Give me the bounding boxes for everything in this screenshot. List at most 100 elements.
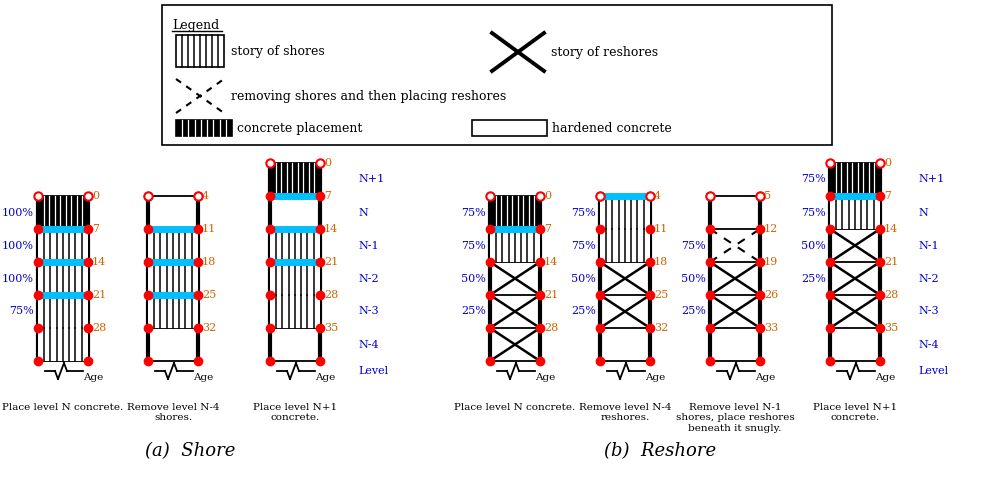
Bar — [147, 262, 198, 295]
Text: 26: 26 — [763, 290, 777, 300]
Text: 33: 33 — [763, 323, 777, 333]
Text: 50%: 50% — [571, 273, 596, 283]
Text: 28: 28 — [92, 323, 106, 333]
Bar — [270, 262, 320, 295]
Text: 5: 5 — [763, 191, 770, 201]
Text: 4: 4 — [202, 191, 209, 201]
Text: 100%: 100% — [2, 208, 34, 218]
Text: 75%: 75% — [571, 241, 596, 250]
Text: 21: 21 — [883, 257, 898, 267]
Text: 50%: 50% — [680, 273, 705, 283]
Text: 21: 21 — [324, 257, 338, 267]
Bar — [829, 196, 879, 229]
Text: 0: 0 — [92, 191, 99, 201]
Bar — [829, 163, 879, 196]
Text: 25%: 25% — [571, 306, 596, 317]
Text: Place level N concrete.: Place level N concrete. — [2, 403, 123, 412]
Text: Age: Age — [754, 373, 774, 382]
Bar — [489, 229, 540, 262]
Text: 75%: 75% — [681, 241, 705, 250]
Text: (b)  Reshore: (b) Reshore — [604, 442, 715, 460]
Text: 28: 28 — [883, 290, 898, 300]
Bar — [38, 196, 88, 229]
Text: N+1: N+1 — [917, 174, 943, 185]
Text: 11: 11 — [653, 224, 668, 234]
Bar — [147, 229, 198, 262]
Bar — [270, 295, 320, 328]
Text: 14: 14 — [324, 224, 338, 234]
Text: concrete placement: concrete placement — [237, 121, 362, 135]
Bar — [270, 163, 320, 196]
Text: story of shores: story of shores — [231, 45, 324, 57]
Text: 75%: 75% — [460, 241, 485, 250]
Bar — [38, 229, 88, 262]
Text: Remove level N-4
reshores.: Remove level N-4 reshores. — [578, 403, 671, 422]
Text: Age: Age — [315, 373, 335, 382]
Text: 7: 7 — [883, 191, 890, 201]
Text: 50%: 50% — [460, 273, 485, 283]
Text: Age: Age — [875, 373, 895, 382]
Text: 35: 35 — [324, 323, 338, 333]
Text: 75%: 75% — [460, 208, 485, 218]
Text: 7: 7 — [544, 224, 551, 234]
Text: N: N — [917, 208, 927, 218]
Text: hardened concrete: hardened concrete — [552, 121, 671, 135]
Text: N-3: N-3 — [358, 306, 378, 317]
Text: Age: Age — [83, 373, 103, 382]
Text: Place level N+1
concrete.: Place level N+1 concrete. — [253, 403, 337, 422]
Bar — [600, 196, 649, 229]
Text: Level: Level — [358, 366, 388, 376]
Text: N-4: N-4 — [358, 339, 378, 350]
Text: 28: 28 — [324, 290, 338, 300]
Text: 0: 0 — [883, 158, 891, 168]
Bar — [489, 196, 540, 229]
Text: N: N — [358, 208, 367, 218]
Text: 21: 21 — [92, 290, 106, 300]
Text: 19: 19 — [763, 257, 777, 267]
Text: N-3: N-3 — [917, 306, 938, 317]
Text: Age: Age — [644, 373, 665, 382]
Text: 4: 4 — [653, 191, 660, 201]
Bar — [38, 262, 88, 295]
Text: 18: 18 — [653, 257, 668, 267]
Text: N-2: N-2 — [358, 273, 378, 283]
Text: 75%: 75% — [9, 306, 34, 317]
Text: 100%: 100% — [2, 273, 34, 283]
Text: 35: 35 — [883, 323, 898, 333]
Text: Age: Age — [535, 373, 555, 382]
Text: story of reshores: story of reshores — [551, 46, 658, 58]
Bar — [600, 229, 649, 262]
Text: 0: 0 — [544, 191, 551, 201]
Text: 14: 14 — [92, 257, 106, 267]
Text: 7: 7 — [324, 191, 331, 201]
Text: 18: 18 — [202, 257, 216, 267]
Text: Legend: Legend — [172, 19, 219, 32]
Text: 50%: 50% — [800, 241, 825, 250]
Text: Place level N+1
concrete.: Place level N+1 concrete. — [812, 403, 896, 422]
Text: Remove level N-1
shores, place reshores
beneath it snugly.: Remove level N-1 shores, place reshores … — [675, 403, 793, 433]
Text: 25%: 25% — [460, 306, 485, 317]
Bar — [38, 295, 88, 328]
Text: 21: 21 — [544, 290, 558, 300]
Text: 14: 14 — [883, 224, 898, 234]
Text: 25%: 25% — [800, 273, 825, 283]
Text: 12: 12 — [763, 224, 777, 234]
Text: 25: 25 — [653, 290, 668, 300]
Text: 7: 7 — [92, 224, 99, 234]
Text: N-1: N-1 — [917, 241, 938, 250]
Bar — [161, 5, 831, 145]
Bar — [38, 328, 88, 361]
Text: 28: 28 — [544, 323, 558, 333]
Text: 0: 0 — [324, 158, 331, 168]
Bar — [471, 120, 547, 136]
Bar — [176, 120, 232, 136]
Text: 100%: 100% — [2, 241, 34, 250]
Text: N-2: N-2 — [917, 273, 938, 283]
Text: 11: 11 — [202, 224, 216, 234]
Text: 25: 25 — [202, 290, 216, 300]
Text: Level: Level — [917, 366, 947, 376]
Text: 75%: 75% — [800, 208, 825, 218]
Text: removing shores and then placing reshores: removing shores and then placing reshore… — [231, 89, 506, 103]
Text: Age: Age — [193, 373, 213, 382]
Text: N-4: N-4 — [917, 339, 938, 350]
